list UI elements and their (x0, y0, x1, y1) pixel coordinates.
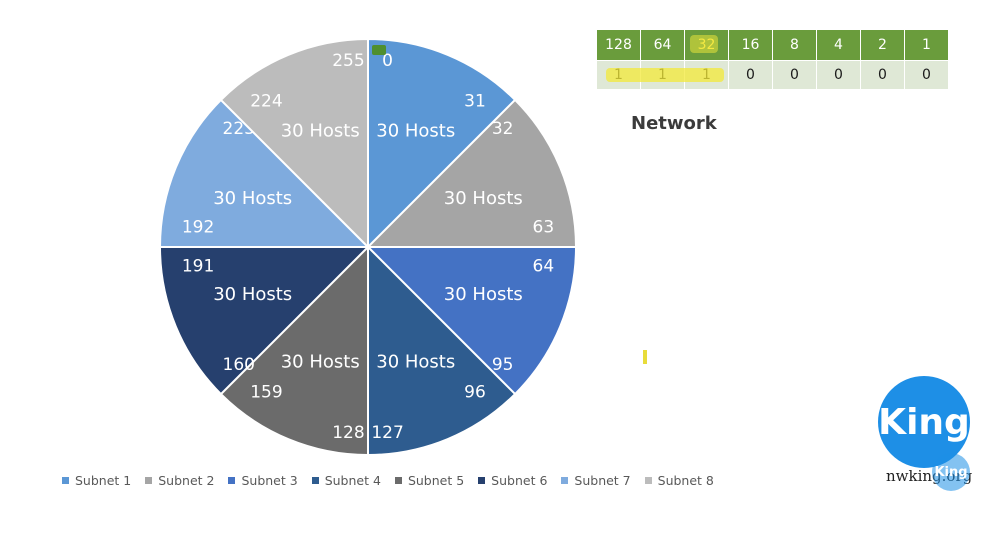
legend-item: Subnet 7 (561, 473, 631, 488)
legend-swatch (228, 477, 236, 484)
legend-label: Subnet 1 (75, 473, 132, 488)
range-label: 128 (332, 423, 364, 443)
range-label: 224 (250, 92, 282, 112)
legend-swatch (394, 477, 402, 484)
logo-small-text: King (934, 464, 968, 480)
range-label: 159 (250, 382, 282, 402)
range-label: 127 (371, 423, 403, 443)
legend-swatch (478, 477, 486, 484)
bit-value-cell: 0 (728, 60, 773, 90)
legend-item: Subnet 8 (644, 473, 714, 488)
slice-label: 30 Hosts (444, 188, 523, 209)
logo-text: King (878, 401, 970, 443)
bit-header-row: 128 64 32 16 8 4 2 1 (596, 29, 949, 61)
bit-value-cell: 0 (904, 60, 949, 90)
legend-label: Subnet 8 (657, 473, 714, 488)
legend-label: Subnet 6 (491, 473, 548, 488)
slice-label: 30 Hosts (281, 121, 360, 142)
pie-slice (158, 98, 371, 248)
legend-swatch (561, 477, 569, 484)
legend-swatch (644, 477, 652, 484)
bit-header-cell: 16 (728, 29, 773, 61)
bit-header-cell: 4 (816, 29, 861, 61)
start-marker (372, 45, 386, 55)
bit-header-cell: 8 (772, 29, 817, 61)
legend-label: Subnet 2 (158, 473, 215, 488)
slice-label: 30 Hosts (444, 284, 523, 305)
slice-label: 30 Hosts (376, 121, 455, 142)
range-label: 160 (223, 355, 255, 375)
legend-label: Subnet 7 (574, 473, 631, 488)
pie-slice (219, 37, 369, 250)
bit-value-cell: 0 (772, 60, 817, 90)
slice-label: 30 Hosts (281, 351, 360, 372)
pie-slice (158, 246, 371, 396)
legend-item: Subnet 4 (311, 473, 381, 488)
slice-label: 30 Hosts (376, 351, 455, 372)
range-label: 32 (492, 119, 514, 139)
pie-slice (365, 246, 578, 396)
network-label: Network (631, 113, 717, 134)
highlighter-mark (690, 35, 718, 53)
bit-header-cell: 1 (904, 29, 949, 61)
highlighter-mark (606, 68, 724, 82)
bit-header-cell: 64 (640, 29, 685, 61)
range-label: 191 (182, 257, 214, 277)
legend-item: Subnet 6 (478, 473, 547, 488)
pie-slice (365, 98, 578, 248)
bit-header-cell: 2 (860, 29, 905, 61)
range-label: 96 (464, 382, 486, 402)
range-label: 64 (533, 257, 555, 277)
legend-item: Subnet 2 (145, 473, 214, 488)
legend-swatch (311, 477, 319, 484)
legend-swatch (145, 477, 153, 484)
slice-label: 30 Hosts (213, 284, 292, 305)
range-label: 63 (533, 217, 555, 237)
range-label: 255 (332, 51, 364, 71)
legend-item: Subnet 1 (62, 473, 131, 488)
legend: Subnet 1 Subnet 2 Subnet 3 Subnet 4 Subnet 5… (62, 473, 728, 488)
range-label: 0 (382, 51, 393, 71)
bit-value-cell: 0 (816, 60, 861, 90)
legend-item: Subnet 5 (394, 473, 465, 488)
bit-value-cell: 0 (860, 60, 905, 90)
king-logo: King (878, 376, 970, 468)
legend-item: Subnet 3 (228, 473, 298, 488)
pie-slice (219, 244, 369, 457)
legend-label: Subnet 5 (407, 473, 465, 488)
legend-label: Subnet 3 (241, 473, 298, 488)
range-label: 192 (182, 217, 214, 237)
king-logo-small: King (932, 453, 970, 491)
bit-header-cell: 128 (596, 29, 641, 61)
legend-swatch (62, 477, 69, 484)
cursor-mark (643, 350, 647, 364)
legend-label: Subnet 4 (324, 473, 381, 488)
pie-slice (367, 244, 517, 457)
slice-label: 30 Hosts (213, 188, 292, 209)
range-label: 95 (492, 355, 514, 375)
pie-slice (367, 37, 517, 250)
range-label: 31 (464, 92, 486, 112)
